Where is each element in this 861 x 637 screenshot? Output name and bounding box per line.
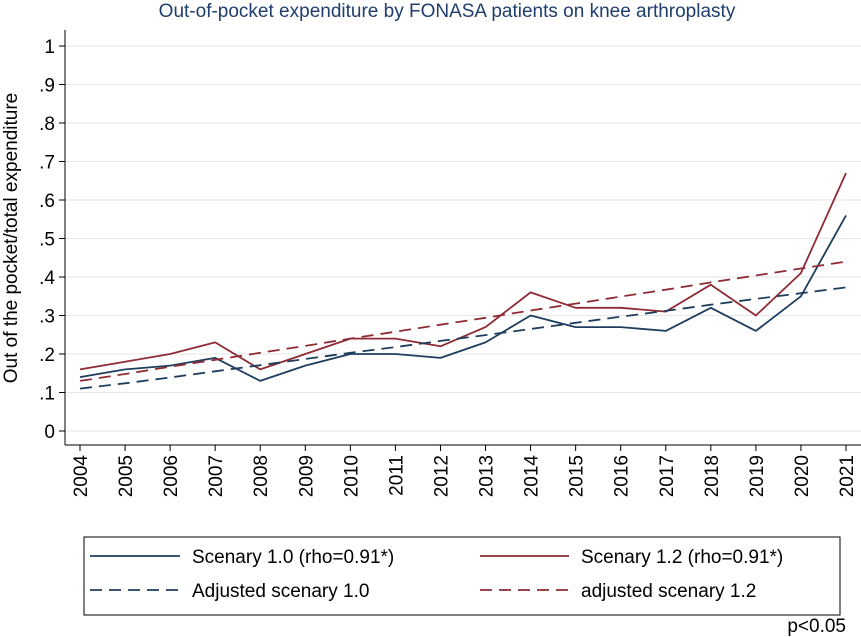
y-tick-label: .7 (39, 153, 55, 174)
x-tick-label: 2020 (792, 455, 813, 497)
y-axis-ticks: 0 .1 .2 .3 .4 .5 .6 .7 .8 .9 1 (39, 37, 65, 443)
x-tick-label: 2010 (341, 455, 362, 497)
x-tick-label: 2006 (161, 455, 182, 497)
y-tick-label: .4 (39, 268, 55, 289)
legend-label-3: Adjusted scenary 1.0 (192, 581, 369, 602)
x-tick-label: 2012 (431, 455, 452, 497)
significance-note: p<0.05 (787, 616, 846, 637)
y-tick-label: .2 (39, 345, 55, 366)
x-tick-label: 2011 (386, 455, 407, 496)
legend-box (83, 536, 841, 616)
y-tick-label: .3 (39, 307, 55, 328)
axes (64, 30, 861, 446)
x-tick-label: 2007 (206, 455, 227, 497)
legend: Scenary 1.0 (rho=0.91*) Scenary 1.2 (rho=… (83, 536, 841, 616)
x-tick-label: 2021 (837, 455, 858, 497)
x-tick-label: 2018 (702, 455, 723, 497)
x-tick-label: 2016 (612, 455, 633, 497)
y-tick-label: .5 (39, 230, 55, 251)
legend-label-1: Scenary 1.0 (rho=0.91*) (192, 547, 394, 568)
x-tick-label: 2017 (657, 455, 678, 497)
y-tick-label: .6 (39, 191, 55, 212)
y-axis-title: Out of the pocket/total expenditure (1, 93, 22, 383)
x-tick-label: 2004 (71, 455, 92, 498)
x-tick-label: 2005 (116, 455, 137, 497)
series-line-3 (79, 286, 847, 390)
x-tick-label: 2014 (522, 455, 543, 498)
x-tick-label: 2008 (251, 455, 272, 497)
y-tick-label: .8 (39, 114, 55, 135)
y-tick-label: 1 (44, 37, 55, 58)
gridlines (65, 45, 861, 432)
y-tick-label: .1 (39, 384, 55, 405)
legend-label-2: Scenary 1.2 (rho=0.91*) (581, 547, 783, 568)
x-tick-label: 2015 (567, 455, 588, 497)
x-tick-label: 2013 (477, 455, 498, 497)
series-line-2 (79, 172, 847, 371)
y-tick-label: .9 (39, 76, 55, 97)
legend-label-4: adjusted scenary 1.2 (581, 581, 756, 602)
x-tick-label: 2019 (747, 455, 768, 497)
series-line-1 (79, 214, 847, 382)
x-axis-ticks: 2004 2005 2006 2007 2008 2009 2010 2011 2012 2013… (71, 445, 858, 497)
x-tick-label: 2009 (296, 455, 317, 497)
y-tick-label: 0 (44, 422, 55, 443)
series-line-4 (79, 260, 847, 382)
chart-title: Out-of-pocket expenditure by FONASA pati… (159, 1, 736, 22)
series-lines (79, 172, 847, 390)
